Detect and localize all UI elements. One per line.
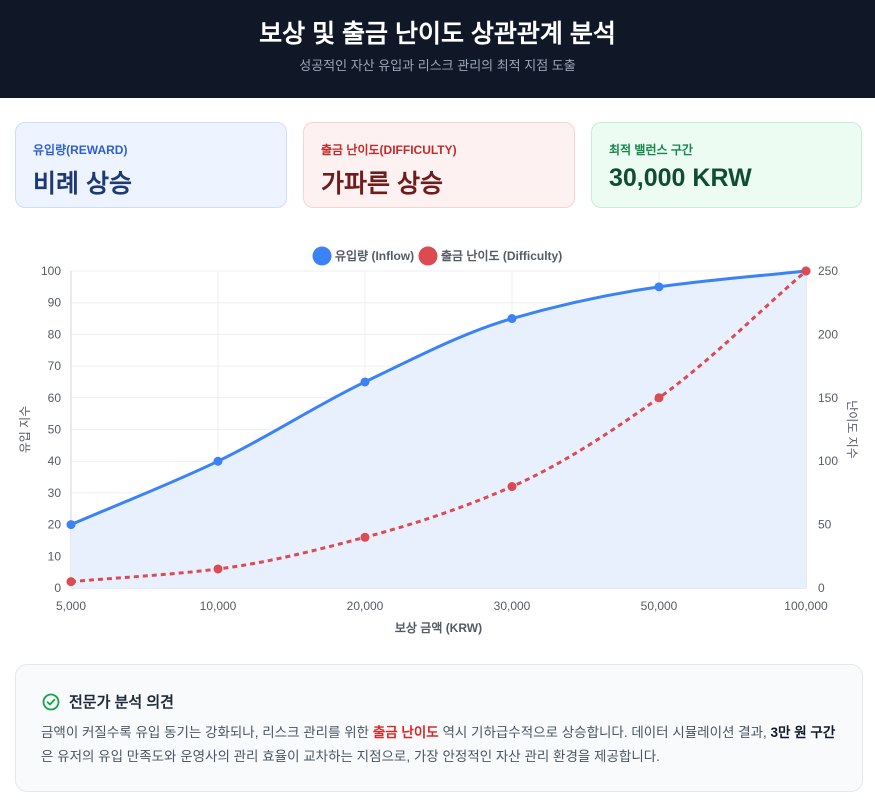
analysis-title: 전문가 분석 의견: [69, 694, 174, 711]
y-right-tick-label: 100: [818, 454, 838, 468]
y-right-tick-label: 0: [818, 581, 825, 595]
x-tick-label: 20,000: [347, 599, 384, 613]
y-left-tick-label: 40: [48, 454, 62, 468]
check-circle-icon: [42, 693, 60, 711]
inflow-area: [71, 271, 806, 588]
y-left-tick-label: 70: [48, 359, 62, 373]
page-subtitle: 성공적인 자산 유입과 리스크 관리의 최적 지점 도출: [299, 58, 576, 73]
x-tick-label: 100,000: [784, 599, 828, 613]
reward-card: 유입량(REWARD) 비례 상승: [15, 122, 287, 208]
correlation-chart: 0 10 20 30 40 50 60 70 80 90 100 0 50 100 150 200 250 5,0…: [18, 246, 859, 635]
y-right-tick-label: 50: [818, 518, 832, 532]
balance-card: 최적 밸런스 구간 30,000 KRW: [591, 122, 862, 208]
legend-inflow-swatch: [312, 246, 332, 266]
legend-difficulty-label: 출금 난이도 (Difficulty): [441, 248, 562, 263]
y-left-tick-label: 90: [48, 296, 62, 310]
inflow-point-1: [213, 456, 223, 466]
inflow-point-2: [360, 377, 370, 387]
x-tick-label: 5,000: [56, 599, 86, 613]
analysis-header: 전문가 분석 의견: [42, 691, 174, 712]
difficulty-point-3: [507, 482, 517, 492]
y-left-tick-label: 0: [54, 581, 61, 595]
inflow-point-3: [507, 314, 517, 324]
difficulty-point-0: [66, 577, 76, 587]
x-tick-label: 30,000: [494, 599, 531, 613]
difficulty-card-value: 가파른 상승: [321, 170, 443, 198]
y-left-tick-label: 50: [48, 423, 62, 437]
difficulty-card-label: 출금 난이도(DIFFICULTY): [321, 143, 457, 157]
page-title: 보상 및 출금 난이도 상관관계 분석: [259, 20, 616, 48]
difficulty-point-5: [801, 266, 811, 276]
analysis-text-part-1: 금액이 커질수록 유입 동기는 강화되나, 리스크 관리를 위한: [41, 725, 373, 740]
y-left-tick-label: 20: [48, 518, 62, 532]
inflow-point-0: [66, 520, 76, 530]
y-right-tick-label: 200: [818, 327, 838, 341]
difficulty-point-1: [213, 564, 223, 574]
page-header: 보상 및 출금 난이도 상관관계 분석 성공적인 자산 유입과 리스크 관리의 …: [0, 0, 875, 98]
x-tick-label: 10,000: [200, 599, 237, 613]
analysis-panel: 전문가 분석 의견 금액이 커질수록 유입 동기는 강화되나, 리스크 관리를 …: [15, 664, 863, 792]
analysis-text-part-2: 역시 기하급수적으로 상승합니다. 데이터 시뮬레이션 결과,: [438, 725, 771, 740]
y-left-axis-title: 유입 지수: [18, 406, 32, 454]
analysis-highlight-difficulty: 출금 난이도: [372, 725, 439, 740]
analysis-highlight-range: 3만 원 구간: [770, 725, 836, 740]
y-left-tick-label: 10: [48, 549, 62, 563]
x-axis-title: 보상 금액 (KRW): [395, 620, 482, 635]
reward-card-value: 비례 상승: [33, 170, 132, 198]
difficulty-card: 출금 난이도(DIFFICULTY) 가파른 상승: [303, 122, 575, 208]
analysis-text-part-3: 은 유저의 유입 만족도와 운영사의 관리 효율이 교차하는 지점으로, 가장 …: [41, 749, 660, 764]
legend-inflow-label: 유입량 (Inflow): [335, 249, 414, 263]
balance-card-label: 최적 밸런스 구간: [609, 143, 693, 157]
y-right-axis-title: 난이도 지수: [845, 400, 859, 459]
y-left-tick-label: 100: [41, 264, 61, 278]
analysis-text: 금액이 커질수록 유입 동기는 강화되나, 리스크 관리를 위한 출금 난이도 …: [41, 721, 841, 769]
y-left-tick-label: 30: [48, 486, 62, 500]
legend-difficulty-swatch: [418, 246, 438, 266]
inflow-point-4: [654, 282, 664, 292]
inflow-line: [69, 269, 808, 527]
difficulty-point-2: [360, 532, 370, 542]
difficulty-point-4: [654, 393, 664, 403]
y-left-tick-label: 80: [48, 327, 62, 341]
x-tick-label: 50,000: [641, 599, 678, 613]
balance-card-value: 30,000 KRW: [609, 164, 752, 192]
y-right-tick-label: 150: [818, 391, 838, 405]
reward-card-label: 유입량(REWARD): [33, 143, 128, 157]
y-right-tick-label: 250: [818, 264, 838, 278]
y-left-tick-label: 60: [48, 391, 62, 405]
